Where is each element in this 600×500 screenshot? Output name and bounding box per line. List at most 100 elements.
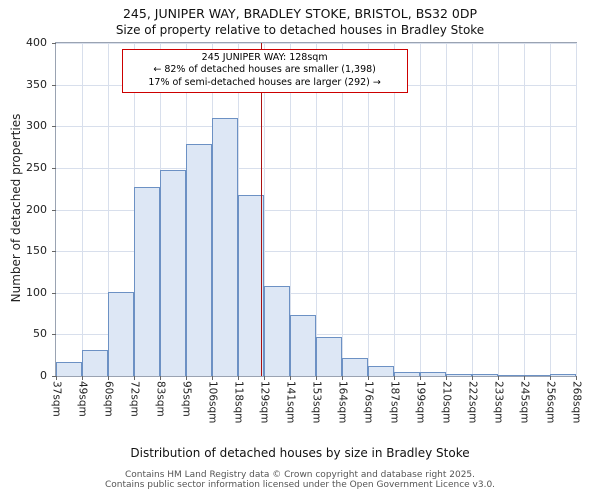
x-tick-label: 72sqm [128, 381, 141, 417]
x-tick-mark [264, 376, 265, 380]
footer-line-2: Contains public sector information licen… [104, 480, 496, 490]
x-axis-label: Distribution of detached houses by size … [130, 446, 470, 460]
x-tick-mark [56, 376, 57, 380]
x-tick-mark [82, 376, 83, 380]
x-tick-mark [576, 376, 577, 380]
histogram-bar [420, 371, 446, 376]
y-tick-mark [52, 334, 56, 336]
gridline-vertical [576, 43, 577, 376]
x-tick-mark [394, 376, 395, 380]
y-tick-label: 350 [26, 77, 47, 91]
y-tick-mark [52, 251, 56, 253]
y-tick-mark [52, 167, 56, 169]
x-tick-mark [316, 376, 317, 380]
histogram-bar [160, 170, 186, 376]
y-tick-mark [52, 84, 56, 86]
gridline-vertical [498, 43, 499, 376]
y-tick-mark [52, 376, 56, 377]
y-tick-label: 200 [26, 202, 47, 216]
x-tick-label: 222sqm [466, 381, 479, 424]
annotation-larger-line: 17% of semi-detached houses are larger (… [148, 76, 381, 88]
x-tick-label: 210sqm [440, 381, 453, 424]
y-tick-label: 300 [26, 119, 47, 133]
y-tick-mark [52, 43, 56, 44]
histogram-bar [394, 371, 420, 376]
chart-title: 245, JUNIPER WAY, BRADLEY STOKE, BRISTOL… [122, 6, 478, 21]
x-tick-mark [212, 376, 213, 380]
histogram-bar [238, 194, 264, 376]
x-tick-label: 129sqm [258, 381, 271, 424]
x-tick-label: 256sqm [544, 381, 557, 424]
histogram-bar [472, 374, 498, 376]
gridline-vertical [342, 43, 343, 376]
histogram-bar [186, 143, 212, 376]
y-tick-mark [52, 209, 56, 211]
gridline-vertical [446, 43, 447, 376]
y-tick-label: 100 [26, 285, 47, 299]
x-tick-label: 199sqm [414, 381, 427, 424]
y-tick-mark [52, 126, 56, 128]
y-tick-mark [52, 292, 56, 294]
x-tick-label: 106sqm [206, 381, 219, 424]
gridline-vertical [472, 43, 473, 376]
histogram-bar [108, 291, 134, 376]
x-tick-label: 164sqm [336, 381, 349, 424]
annotation-property-line: 245 JUNIPER WAY: 128sqm [201, 52, 328, 63]
y-tick-label: 50 [33, 327, 47, 341]
gridline-vertical [108, 43, 109, 376]
gridline-vertical [368, 43, 369, 376]
gridline-vertical [550, 43, 551, 376]
x-tick-label: 83sqm [154, 381, 167, 417]
x-tick-label: 37sqm [50, 381, 63, 417]
x-tick-mark [290, 376, 291, 380]
x-tick-label: 176sqm [362, 381, 375, 424]
gridline-vertical [82, 43, 83, 376]
annotation-box: 245 JUNIPER WAY: 128sqm ← 82% of detache… [121, 49, 408, 94]
x-tick-mark [368, 376, 369, 380]
y-tick-label: 0 [40, 369, 47, 382]
y-tick-label: 250 [26, 160, 47, 174]
x-tick-mark [186, 376, 187, 380]
x-tick-mark [550, 376, 551, 380]
y-tick-label: 150 [26, 244, 47, 258]
gridline-vertical [394, 43, 395, 376]
x-tick-label: 141sqm [284, 381, 297, 424]
gridline-vertical [264, 43, 265, 376]
x-tick-mark [446, 376, 447, 380]
histogram-bar [524, 375, 550, 376]
x-tick-mark [420, 376, 421, 380]
gridline-vertical [316, 43, 317, 376]
x-tick-label: 245sqm [518, 381, 531, 424]
x-tick-label: 153sqm [310, 381, 323, 424]
histogram-bar [550, 374, 576, 376]
plot-area: 245 JUNIPER WAY: 128sqm ← 82% of detache… [26, 36, 582, 423]
x-tick-label: 187sqm [388, 381, 401, 424]
property-size-marker-line [260, 43, 263, 376]
histogram-bar [56, 361, 82, 376]
x-tick-label: 233sqm [492, 381, 505, 424]
x-tick-mark [160, 376, 161, 380]
y-axis-label: Number of detached properties [9, 113, 23, 303]
x-tick-mark [108, 376, 109, 380]
x-tick-label: 268sqm [570, 381, 583, 424]
histogram-bar [368, 366, 394, 376]
x-tick-mark [238, 376, 239, 380]
y-tick-label: 400 [26, 36, 47, 49]
gridline-vertical [524, 43, 525, 376]
x-tick-mark [472, 376, 473, 380]
x-tick-label: 95sqm [180, 381, 193, 417]
histogram-bar [498, 375, 524, 376]
chart-subtitle: Size of property relative to detached ho… [115, 23, 485, 37]
gridline-vertical [290, 43, 291, 376]
x-tick-mark [524, 376, 525, 380]
histogram-bar [290, 315, 316, 376]
histogram-bar [446, 373, 472, 376]
x-tick-mark [342, 376, 343, 380]
footer-line-1: Contains HM Land Registry data © Crown c… [124, 470, 476, 480]
histogram-bar [264, 286, 290, 376]
x-tick-mark [134, 376, 135, 380]
x-tick-label: 60sqm [102, 381, 115, 417]
histogram-bar [82, 350, 108, 376]
annotation-smaller-line: ← 82% of detached houses are smaller (1,… [153, 64, 376, 76]
